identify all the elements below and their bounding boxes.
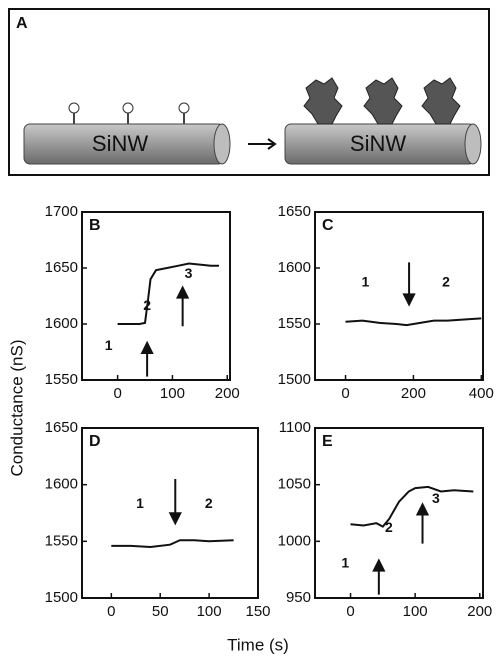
y-tick-label: 1550 — [45, 371, 78, 388]
x-tick-label: 400 — [469, 385, 494, 402]
x-tick-label: 100 — [160, 385, 185, 402]
plot-frame — [81, 211, 231, 381]
panel-label: B — [89, 217, 101, 234]
annotation: 1 — [105, 337, 113, 353]
panel-label: C — [322, 217, 334, 234]
y-tick-label: 1650 — [278, 203, 311, 220]
annotation: 1 — [136, 495, 144, 511]
panel-a-box — [8, 8, 490, 176]
annotation: 2 — [385, 519, 393, 535]
y-tick-label: 1600 — [45, 315, 78, 332]
y-tick-label: 1500 — [278, 371, 311, 388]
y-tick-label: 950 — [286, 589, 311, 606]
y-tick-label: 1600 — [45, 476, 78, 493]
y-tick-label: 1550 — [278, 315, 311, 332]
data-line — [117, 262, 219, 325]
y-axis-title: Conductance (nS) — [7, 339, 26, 476]
annotation: 1 — [362, 273, 370, 289]
nanowire-right — [284, 77, 482, 165]
y-tick-label: 1050 — [278, 476, 311, 493]
x-tick-label: 50 — [152, 603, 169, 620]
x-axis-title: Time (s) — [227, 635, 289, 654]
arrow — [168, 479, 182, 526]
y-tick-label: 1500 — [45, 589, 78, 606]
plot-frame — [314, 211, 484, 381]
panel-label: A — [16, 15, 28, 32]
annotation: 3 — [185, 265, 193, 281]
x-tick-label: 0 — [107, 603, 115, 620]
x-tick-label: 200 — [401, 385, 426, 402]
y-tick-label: 1100 — [279, 419, 311, 436]
nanowire-label: SiNW — [92, 131, 148, 156]
data-line — [111, 539, 234, 549]
annotation: 3 — [432, 490, 440, 506]
data-line — [350, 485, 474, 528]
data-line — [345, 317, 482, 327]
arrow — [176, 285, 190, 327]
y-tick-label: 1700 — [45, 203, 78, 220]
arrow — [248, 138, 277, 150]
arrow — [402, 262, 416, 307]
x-tick-label: 0 — [346, 603, 354, 620]
annotation: 2 — [205, 495, 213, 511]
x-tick-label: 150 — [245, 603, 270, 620]
annotation: 1 — [341, 555, 349, 571]
panel-label: E — [322, 433, 333, 450]
y-tick-label: 1000 — [278, 532, 311, 549]
arrow — [415, 502, 430, 544]
arrow — [140, 340, 154, 377]
x-tick-label: 0 — [113, 385, 121, 402]
plot-frame — [81, 427, 259, 599]
nanowire-left — [23, 102, 231, 165]
annotation: 2 — [442, 273, 450, 289]
arrow — [372, 558, 386, 595]
y-tick-label: 1600 — [278, 259, 311, 276]
y-tick-label: 1650 — [45, 259, 78, 276]
annotation: 2 — [143, 297, 151, 313]
x-tick-label: 200 — [215, 385, 240, 402]
x-tick-label: 100 — [197, 603, 222, 620]
panel-label: D — [89, 433, 101, 450]
x-tick-label: 100 — [403, 603, 428, 620]
nanowire-label: SiNW — [350, 131, 406, 156]
x-tick-label: 200 — [467, 603, 492, 620]
y-tick-label: 1550 — [45, 532, 78, 549]
plot-frame — [314, 427, 484, 599]
y-tick-label: 1650 — [45, 419, 78, 436]
x-tick-label: 0 — [341, 385, 349, 402]
